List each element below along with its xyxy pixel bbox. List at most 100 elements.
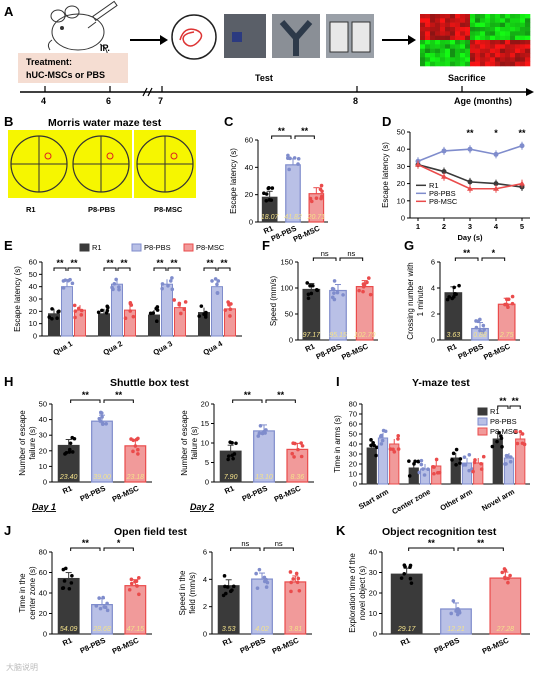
significance-bracket xyxy=(294,135,315,139)
data-point xyxy=(123,316,128,320)
data-point xyxy=(375,445,379,450)
heatmap-cell xyxy=(465,18,471,23)
data-point xyxy=(70,281,75,286)
significance-bracket xyxy=(481,257,506,261)
heatmap-cell xyxy=(440,57,446,62)
significance-label: ** xyxy=(477,538,485,548)
data-point xyxy=(297,588,302,593)
data-point xyxy=(447,295,451,299)
timeline-break xyxy=(142,87,153,97)
data-point xyxy=(419,458,424,463)
y-tick-label: 4 xyxy=(203,575,207,584)
heatmap-cell xyxy=(450,35,456,41)
heatmap-cell xyxy=(475,18,481,23)
data-point xyxy=(497,431,501,435)
x-tick-label: R1 xyxy=(221,636,233,648)
data-point xyxy=(213,277,218,281)
y-axis-label-line: field (mm/s) xyxy=(188,572,197,614)
data-point xyxy=(508,455,513,459)
heatmap-cell xyxy=(455,44,461,49)
data-point xyxy=(506,580,510,585)
data-point xyxy=(231,584,236,589)
data-point xyxy=(262,191,266,196)
significance-label: ** xyxy=(106,258,114,268)
heatmap-cell xyxy=(495,40,501,45)
data-point xyxy=(510,301,515,306)
heatmap-cell xyxy=(520,22,526,28)
y-tick-label: 4 xyxy=(431,284,435,293)
heatmap-cell xyxy=(455,35,461,41)
y-tick-label: 20 xyxy=(245,190,253,199)
heatmap-cell xyxy=(480,14,486,19)
series-point xyxy=(493,181,499,187)
y-tick-label: 10 xyxy=(29,319,37,328)
y-tick-label: 0 xyxy=(249,218,253,227)
data-label: 29.17 xyxy=(397,626,417,633)
data-point xyxy=(311,283,315,288)
x-tick-label: P8-MSC xyxy=(481,635,511,655)
y-tick-label: 40 xyxy=(39,589,47,598)
data-point xyxy=(264,428,268,432)
heatmap-cell xyxy=(455,61,461,67)
y-tick-label: 0 xyxy=(43,478,47,487)
heatmap-cell xyxy=(480,53,486,58)
data-point xyxy=(255,586,260,590)
data-point xyxy=(94,604,99,608)
data-point xyxy=(309,199,314,204)
heatmap-cell xyxy=(465,14,471,19)
y-tick-label: 50 xyxy=(285,310,293,319)
data-point xyxy=(458,461,462,465)
data-point xyxy=(127,587,132,592)
significance-bracket xyxy=(103,267,117,271)
chart-E: 0 10 20 30 40 50 60 Escape latency (s) Qua 1 ** **… xyxy=(13,243,242,357)
heatmap-cell xyxy=(485,22,491,28)
heatmap-cell xyxy=(485,14,491,19)
data-point xyxy=(160,282,165,286)
heatmap-cell xyxy=(425,22,431,28)
heatmap-cell xyxy=(480,18,486,23)
data-point xyxy=(503,462,507,466)
age-label: Age (months) xyxy=(454,96,512,106)
data-point xyxy=(226,300,230,304)
heatmap-cell xyxy=(525,48,531,54)
bar-P8-PBS xyxy=(161,283,173,337)
data-point xyxy=(100,421,105,426)
heatmap-cell xyxy=(490,61,496,67)
heatmap-cell xyxy=(525,40,531,45)
heatmap-cell xyxy=(475,27,481,32)
heatmap-cell xyxy=(510,35,516,41)
data-point xyxy=(380,438,385,443)
heatmap-cell xyxy=(490,35,496,41)
y-axis-label: Escape latency (s) xyxy=(381,142,390,208)
heatmap-cell xyxy=(495,14,501,19)
data-point xyxy=(136,452,140,456)
ip-label: IP. xyxy=(100,43,110,53)
data-point xyxy=(419,462,424,467)
heatmap-cell xyxy=(475,14,481,19)
heatmap-cell xyxy=(480,27,486,32)
significance-label: ** xyxy=(82,538,90,548)
heatmap-cell xyxy=(435,53,441,58)
data-point xyxy=(70,435,75,440)
heatmap-cell xyxy=(430,48,436,54)
heatmap-cell xyxy=(510,53,516,58)
data-point xyxy=(499,434,503,438)
data-point xyxy=(105,308,110,313)
heatmap-cell xyxy=(510,57,516,62)
significance-label: ** xyxy=(512,396,520,406)
data-point xyxy=(292,455,296,459)
data-point xyxy=(289,580,293,585)
data-point xyxy=(155,308,160,312)
data-label: 8.36 xyxy=(291,474,305,481)
data-point xyxy=(361,284,366,289)
heatmap-cell xyxy=(440,48,446,54)
heatmap-cell xyxy=(460,44,466,49)
series-point xyxy=(493,151,499,157)
heatmap-cell xyxy=(440,27,446,32)
y-tick-label: 0 xyxy=(401,214,405,223)
chart-D: 0 10 20 30 40 50 Escape latency (s) 1 2 3 4 5 Day (s… xyxy=(381,128,530,242)
data-label: 7.90 xyxy=(224,474,238,481)
heatmap-cell xyxy=(480,31,486,36)
data-point xyxy=(371,440,375,445)
heatmap-cell xyxy=(435,18,441,23)
